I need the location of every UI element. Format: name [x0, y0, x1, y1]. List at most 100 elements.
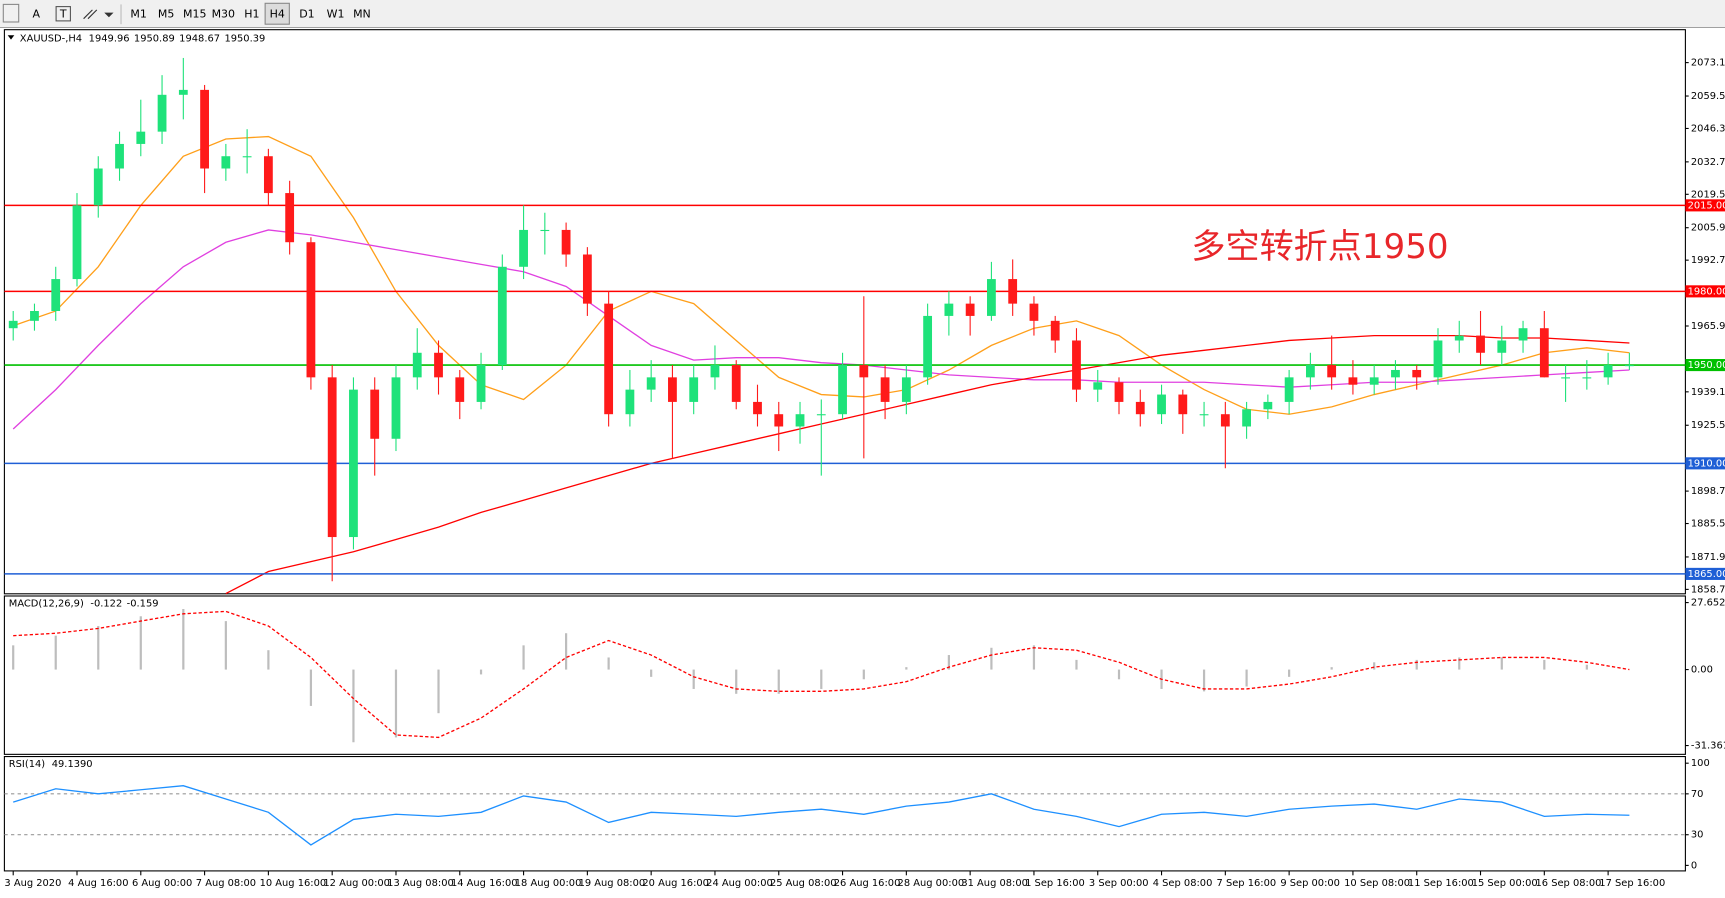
candle-body — [859, 365, 869, 378]
label-tool-box — [55, 6, 71, 22]
active-period — [264, 2, 290, 25]
readout-value: -0.122 — [90, 599, 122, 610]
label-tool[interactable]: T — [59, 7, 67, 20]
indicator-header: XAUUSD-,H4 1949.96 1950.89 1948.67 1950.39 — [20, 33, 265, 44]
shapes-tool[interactable] — [83, 9, 114, 20]
candle-body — [1093, 382, 1103, 390]
candle-body — [774, 414, 784, 427]
macd-bar — [862, 669, 865, 680]
level-label: 1910.00 — [1688, 458, 1725, 469]
period-button[interactable]: M15 — [183, 7, 206, 20]
candle-body — [1539, 328, 1549, 378]
y-tick-label: 2005.90 — [1691, 223, 1725, 234]
candle-body — [1114, 382, 1124, 402]
macd-bar — [1288, 669, 1291, 677]
candle-body — [1242, 409, 1251, 427]
readout-value: 1950.39 — [224, 33, 265, 44]
candle-body — [327, 377, 337, 538]
x-tick-label: 4 Sep 08:00 — [1153, 878, 1213, 889]
candle-body — [178, 89, 188, 95]
period-button[interactable]: W1 — [327, 7, 345, 20]
x-tick-label: 28 Aug 00:00 — [898, 878, 965, 889]
y-tick-label: 27.652 — [1691, 598, 1725, 609]
macd-bar — [479, 669, 483, 675]
y-tick-label: 2046.30 — [1691, 123, 1725, 134]
candle-body — [1412, 369, 1422, 378]
y-tick-label: 100 — [1691, 758, 1710, 769]
period-button[interactable]: D1 — [299, 7, 314, 20]
period-button[interactable]: H4 — [270, 7, 285, 20]
candle-body — [1348, 377, 1358, 385]
x-tick-label: 18 Aug 00:00 — [515, 878, 582, 889]
level-tag — [1685, 457, 1725, 470]
y-tick-label: 2073.10 — [1691, 58, 1725, 69]
y-tick-label: 1925.50 — [1691, 420, 1725, 431]
macd-bar — [820, 669, 823, 689]
period-button[interactable]: M30 — [212, 7, 235, 20]
x-tick-label: 1 Sep 16:00 — [1025, 878, 1085, 889]
candle-body — [221, 156, 231, 169]
macd-bar — [12, 645, 15, 670]
x-tick-label: 14 Aug 16:00 — [451, 878, 518, 889]
candle-body — [1072, 340, 1081, 390]
period-button[interactable]: M1 — [130, 7, 146, 20]
candle-body — [1263, 401, 1273, 410]
candle-body — [923, 315, 933, 378]
macd-bar — [650, 669, 653, 677]
candle-body — [795, 414, 805, 427]
text-tool[interactable]: A — [33, 7, 41, 20]
candle-body — [582, 254, 592, 304]
macd-bar — [1032, 645, 1036, 670]
readout-value: 49.1390 — [52, 759, 93, 770]
candle-body — [1603, 365, 1613, 378]
moving-average — [12, 135, 1630, 415]
indicator-name: RSI(14) — [9, 759, 45, 770]
period-button[interactable]: MN — [353, 7, 371, 20]
readout-value: 1949.96 — [89, 33, 130, 44]
x-tick-label: 13 Aug 08:00 — [387, 878, 454, 889]
rsi-panel — [3, 755, 1686, 872]
candle-body — [476, 365, 486, 402]
moving-average — [12, 229, 1630, 430]
candle-body — [1029, 303, 1039, 321]
macd-bar — [394, 669, 398, 738]
candle-body — [1284, 377, 1294, 402]
candle-body — [1454, 335, 1464, 341]
y-tick-label: 70 — [1691, 789, 1704, 800]
macd-bar — [1585, 664, 1588, 670]
x-tick-label: 3 Aug 2020 — [4, 878, 61, 889]
x-tick-label: 24 Aug 00:00 — [706, 878, 773, 889]
macd-bar — [1415, 659, 1418, 670]
candle-body — [1199, 414, 1209, 416]
candle-body — [72, 205, 82, 280]
candle-body — [561, 229, 571, 255]
candle-body — [944, 303, 954, 316]
candle-body — [731, 365, 741, 402]
indicator-header: MACD(12,26,9) -0.122 -0.159 — [9, 599, 159, 610]
candle-body — [1369, 377, 1379, 385]
cursor-icon[interactable] — [2, 3, 20, 23]
period-button[interactable]: M5 — [158, 7, 174, 20]
macd-bar — [309, 669, 313, 706]
price-panel — [3, 29, 1686, 595]
level-label: 2015.00 — [1688, 200, 1725, 211]
readout-value: 1950.89 — [134, 33, 175, 44]
candle-body — [242, 156, 252, 158]
toolbar: A T M1 M5 M15 M30 H1 H4 D1 W1 MN — [0, 0, 1725, 29]
x-tick-label: 15 Sep 00:00 — [1472, 878, 1538, 889]
macd-bar — [267, 650, 270, 670]
candle-body — [1050, 320, 1060, 341]
candle-body — [838, 365, 847, 415]
macd-bar — [777, 669, 780, 694]
candle-body — [8, 320, 18, 329]
y-tick-label: -31.361 — [1691, 741, 1725, 752]
level-tag — [1685, 567, 1725, 580]
candle-body — [497, 266, 507, 366]
period-button[interactable]: H1 — [244, 7, 259, 20]
collapse-arrow — [7, 35, 15, 40]
macd-bar — [1117, 669, 1121, 680]
y-tick-label: 1871.90 — [1691, 552, 1725, 563]
level-label: 1865.00 — [1688, 569, 1725, 580]
period-buttons: M1 M5 M15 M30 H1 H4 D1 W1 MN — [130, 2, 371, 25]
candle-body — [689, 377, 699, 402]
